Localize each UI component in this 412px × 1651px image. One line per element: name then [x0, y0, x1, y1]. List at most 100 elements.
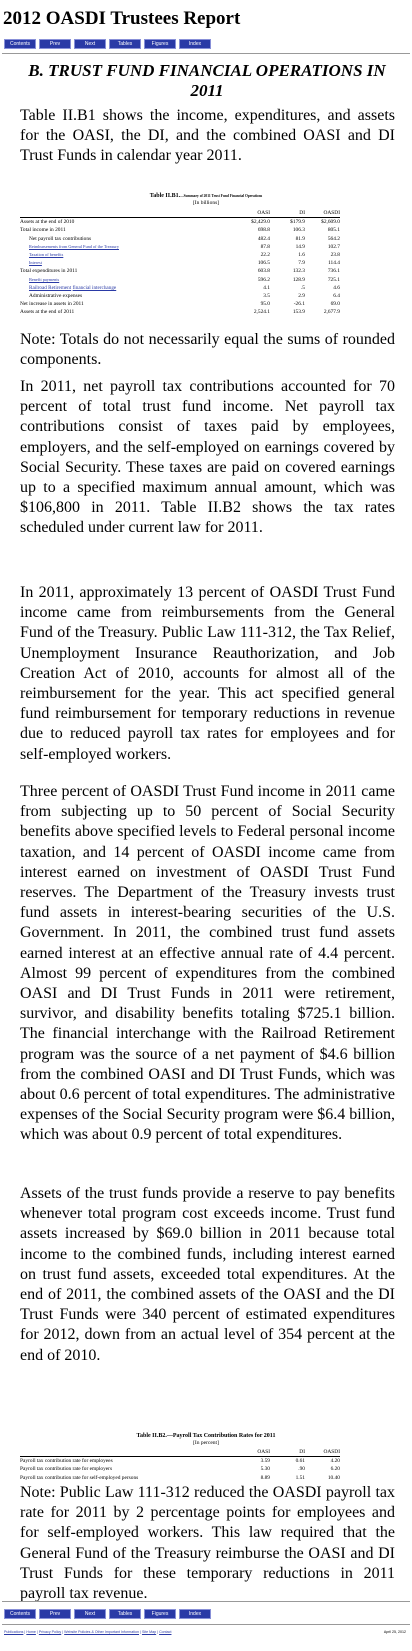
di-value: 1.6	[298, 252, 305, 259]
oasdi-value: 10.40	[327, 1474, 340, 1481]
benefit-payments-link[interactable]: Benefit payments	[29, 276, 60, 282]
row-label: Net payroll tax contributions	[29, 235, 92, 242]
income-expenditures-paragraph: Three percent of OASDI Trust Fund income…	[20, 783, 396, 1144]
oasdi-value: 2,677.9	[323, 309, 340, 316]
oasi-value: 596.2	[257, 276, 270, 283]
table-header-cell: OASI	[224, 1448, 270, 1458]
table-b1-subtitle: —Summary of 2011 Trust Fund Financial Op…	[180, 194, 263, 198]
table-row: Benefit payments 596.2 128.9 725.1	[20, 276, 340, 284]
footer-link-website-policies[interactable]: Website Policies & Other Important Infor…	[64, 1630, 140, 1634]
footer-links: Publications | Home | Privacy Policy | W…	[4, 1630, 172, 1634]
di-value: -26.1	[293, 301, 305, 308]
oasdi-value: 564.2	[327, 235, 340, 242]
di-value: .5	[300, 284, 305, 291]
footer-link-publications[interactable]: Publications	[4, 1630, 24, 1634]
row-label: Payroll tax contribution rate for employ…	[20, 1458, 113, 1465]
table-row: Payroll tax contribution rate for self-e…	[20, 1474, 340, 1482]
di-value: 2.9	[298, 293, 305, 300]
table-b2-caption: Table II.B2.—Payroll Tax Contribution Ra…	[0, 1433, 412, 1447]
taxation-of-benefits-link[interactable]: Taxation of benefits	[29, 252, 64, 258]
nav-index-button[interactable]: Index	[179, 1609, 211, 1619]
top-divider	[2, 53, 410, 54]
oasi-value: 87.8	[260, 243, 270, 250]
oasdi-value: 6.20	[330, 1466, 340, 1473]
di-value: 132.3	[292, 268, 305, 275]
table-header-cell	[20, 209, 224, 219]
nav-contents-button[interactable]: Contents	[4, 1609, 36, 1619]
financial-interchange-link[interactable]: financial interchange	[72, 284, 117, 291]
row-label: Net increase in assets in 2011	[20, 301, 84, 308]
di-value: 106.3	[292, 227, 305, 234]
footer-divider	[2, 1624, 410, 1625]
row-label: Assets at the end of 2011	[20, 309, 75, 316]
oasi-value: 3.5	[263, 293, 270, 300]
table-header-cell	[20, 1448, 224, 1458]
oasi-value: 3.59	[260, 1458, 270, 1465]
row-label: Assets at the end of 2010	[20, 219, 75, 226]
totals-note: Note: Totals do not necessarily equal th…	[20, 331, 395, 369]
table-row: Total income in 2011 698.8 106.3 805.1	[20, 226, 340, 234]
table-row: Taxation of benefits 22.2 1.6 23.8	[20, 251, 340, 259]
bottom-navigation: Contents Prev Next Tables Figures Index	[4, 1609, 211, 1619]
table-row: Assets at the end of 2010 $2,429.0 $179.…	[20, 218, 340, 227]
nav-next-button[interactable]: Next	[74, 39, 106, 49]
table-b2-title: Table II.B2.—Payroll Tax Contribution Ra…	[136, 1433, 276, 1439]
di-value: 7.9	[298, 260, 305, 267]
interest-link[interactable]: Interest	[29, 260, 42, 266]
di-value: .90	[298, 1466, 305, 1473]
row-label: Administrative expenses	[29, 293, 83, 300]
oasdi-value: 69.0	[330, 301, 340, 308]
nav-figures-button[interactable]: Figures	[144, 1609, 176, 1619]
oasdi-value: 6.4	[333, 293, 340, 300]
top-navigation: Contents Prev Next Tables Figures Index	[4, 39, 211, 49]
row-label: Interest	[20, 259, 224, 267]
nav-figures-button[interactable]: Figures	[144, 39, 176, 49]
oasi-value: 2,524.1	[253, 309, 270, 316]
row-label: Reimbursements from General Fund of the …	[20, 243, 224, 251]
nav-tables-button[interactable]: Tables	[109, 39, 141, 49]
railroad-retirement-link[interactable]: Railroad Retirement	[29, 284, 72, 291]
footer-link-home[interactable]: Home	[26, 1630, 36, 1634]
oasdi-value: 102.7	[327, 243, 340, 250]
intro-paragraph: Table II.B1 shows the income, expenditur…	[20, 107, 395, 165]
di-value: 1.51	[295, 1474, 305, 1481]
table-b2-units: [In percent]	[193, 1440, 219, 1446]
oasi-value: $2,429.0	[251, 219, 270, 226]
footer-date: April 25, 2012	[383, 1630, 406, 1634]
oasi-value: 4.1	[263, 284, 270, 291]
table-row: Net payroll tax contributions 482.4 81.9…	[20, 235, 340, 243]
row-label: Total expenditures in 2011	[20, 268, 78, 275]
oasi-value: 95.0	[260, 301, 270, 308]
table-row: Total expenditures in 2011 603.8 132.3 7…	[20, 267, 340, 275]
row-label: Payroll tax contribution rate for employ…	[20, 1466, 113, 1473]
footer-link-site-map[interactable]: Site Map	[141, 1630, 157, 1634]
reimbursements-link[interactable]: Reimbursements from General Fund of the …	[29, 243, 119, 249]
nav-next-button[interactable]: Next	[74, 1609, 106, 1619]
oasdi-value: 23.8	[330, 252, 340, 259]
table-row: Net increase in assets in 2011 95.0 -26.…	[20, 300, 340, 308]
di-value: 14.9	[295, 243, 305, 250]
footer-link-privacy[interactable]: Privacy Policy	[38, 1630, 62, 1634]
nav-index-button[interactable]: Index	[179, 39, 211, 49]
assets-paragraph: Assets of the trust funds provide a rese…	[20, 1185, 395, 1364]
footer-link-contact[interactable]: Contact	[159, 1630, 172, 1634]
oasdi-value: 805.1	[327, 227, 340, 234]
table-row: Payroll tax contribution rate for employ…	[20, 1465, 340, 1473]
di-value: $179.9	[290, 219, 305, 226]
nav-tables-button[interactable]: Tables	[109, 1609, 141, 1619]
payroll-tax-paragraph: In 2011, net payroll tax contributions a…	[20, 378, 395, 537]
table-row: Reimbursements from General Fund of the …	[20, 243, 340, 251]
nav-prev-button[interactable]: Prev	[39, 39, 71, 49]
oasdi-value: 4.6	[333, 284, 340, 291]
nav-contents-button[interactable]: Contents	[4, 39, 36, 49]
row-label: Total income in 2011	[20, 227, 66, 234]
oasdi-value: 114.4	[328, 260, 340, 267]
table-header-cell: OASDI	[305, 209, 340, 219]
oasi-value: 8.89	[260, 1474, 270, 1481]
reimbursement-paragraph: In 2011, approximately 13 percent of OAS…	[20, 584, 395, 763]
table-header-cell: DI	[270, 209, 305, 219]
nav-prev-button[interactable]: Prev	[39, 1609, 71, 1619]
bottom-divider	[2, 1601, 410, 1602]
table-header-cell: OASI	[224, 209, 270, 219]
oasi-value: 482.4	[257, 235, 270, 242]
